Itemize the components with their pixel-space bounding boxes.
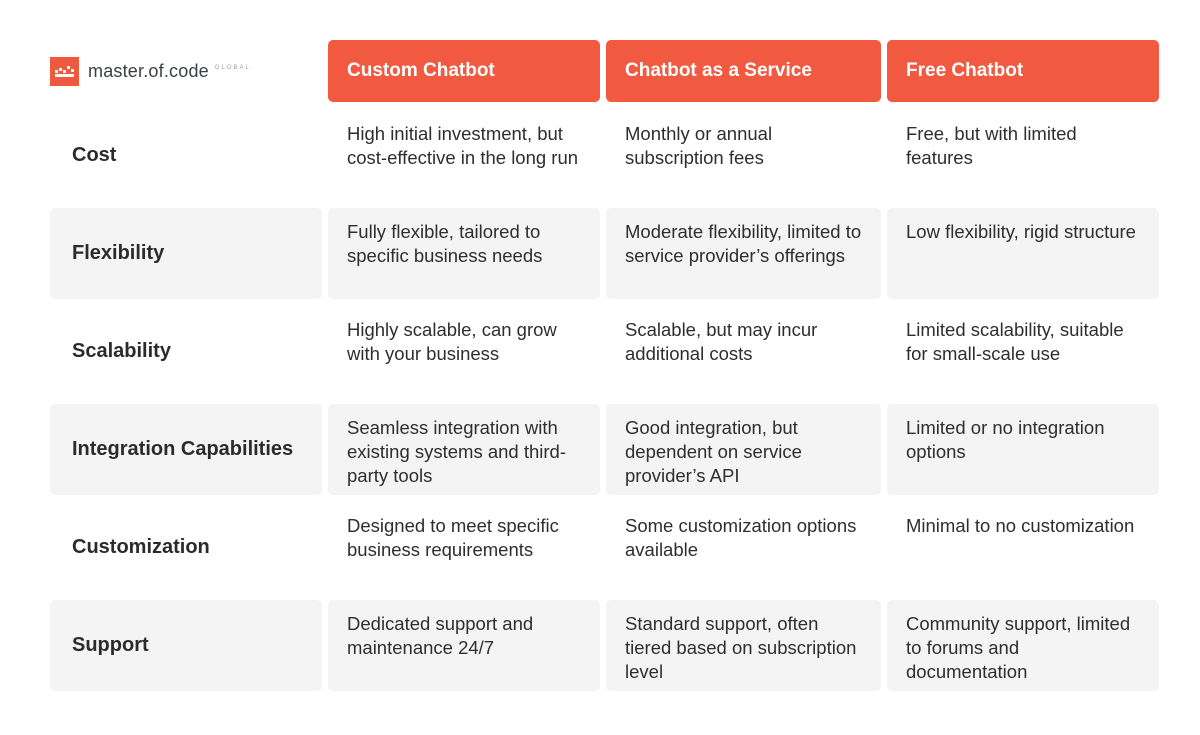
table-cell: Monthly or annual subscription fees: [625, 123, 773, 168]
column-header-chatbot-as-a-service: Chatbot as a Service: [606, 40, 881, 102]
table-cell: Good integration, but dependent on servi…: [606, 404, 881, 495]
table-row-support: Support Dedicated support and maintenanc…: [50, 600, 1159, 691]
column-header-custom-chatbot: Custom Chatbot: [328, 40, 600, 102]
brand-name: master.of.code: [88, 60, 209, 81]
table-cell: Scalable, but may incur additional costs: [625, 319, 818, 364]
row-label: Customization: [72, 536, 210, 558]
table-cell: Low flexibility, rigid structure: [887, 208, 1159, 299]
column-header-free-chatbot: Free Chatbot: [887, 40, 1159, 102]
row-label: Support: [50, 600, 322, 691]
table-header-row: master.of.code GLOBAL Custom Chatbot Cha…: [50, 40, 1159, 102]
table-cell: Free, but with limited features: [906, 123, 1077, 168]
table-cell: Minimal to no customization: [906, 515, 1135, 536]
table-cell: Highly scalable, can grow with your busi…: [347, 319, 557, 364]
table-cell: Dedicated support and maintenance 24/7: [328, 600, 600, 691]
table-cell: Seamless integration with existing syste…: [328, 404, 600, 495]
table-row-flexibility: Flexibility Fully flexible, tailored to …: [50, 208, 1159, 299]
brand-suffix: GLOBAL: [214, 65, 251, 71]
table-row-integration: Integration Capabilities Seamless integr…: [50, 404, 1159, 495]
table-cell: Moderate flexibility, limited to service…: [606, 208, 881, 299]
logo-icon: [50, 56, 79, 86]
table-row-scalability: Scalability Highly scalable, can grow wi…: [50, 306, 1159, 397]
table-cell: Fully flexible, tailored to specific bus…: [328, 208, 600, 299]
row-label: Integration Capabilities: [50, 404, 322, 495]
table-cell: Limited scalability, suitable for small-…: [906, 319, 1124, 364]
table-cell: Community support, limited to forums and…: [887, 600, 1159, 691]
table-row-cost: Cost High initial investment, but cost-e…: [50, 110, 1159, 201]
table-row-customization: Customization Designed to meet specific …: [50, 502, 1159, 593]
table-cell: Designed to meet specific business requi…: [347, 515, 559, 560]
row-label: Flexibility: [50, 208, 322, 299]
table-cell: High initial investment, but cost-effect…: [347, 123, 579, 168]
table-cell: Some customization options available: [625, 515, 857, 560]
comparison-table: master.of.code GLOBAL Custom Chatbot Cha…: [50, 40, 1159, 698]
brand-logo: master.of.code GLOBAL: [50, 40, 322, 102]
row-label: Scalability: [72, 340, 171, 362]
table-cell: Standard support, often tiered based on …: [606, 600, 881, 691]
table-cell: Limited or no integration options: [887, 404, 1159, 495]
row-label: Cost: [72, 144, 117, 166]
